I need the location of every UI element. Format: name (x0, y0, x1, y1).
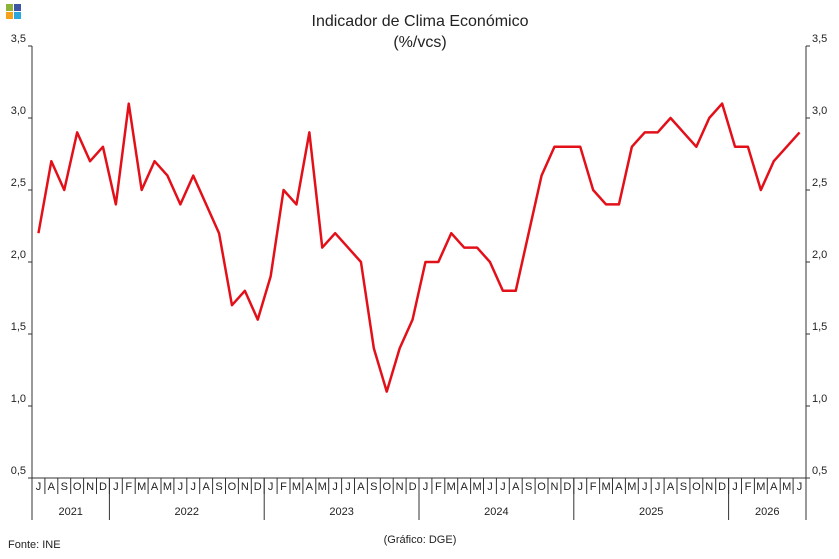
y-tick-label: 2,5 (11, 177, 26, 189)
y2-tick-label: 0,5 (812, 465, 827, 477)
x-tick-label: S (370, 481, 377, 493)
x-tick-label: J (732, 481, 738, 493)
x-tick-label: M (318, 481, 327, 493)
x-tick-label: M (137, 481, 146, 493)
x-tick-label: F (745, 481, 752, 493)
x-tick-label: A (512, 481, 520, 493)
x-tick-label: A (770, 481, 778, 493)
x-tick-label: D (409, 481, 417, 493)
logo (6, 4, 21, 19)
x-tick-label: F (280, 481, 287, 493)
y-tick-label: 1,5 (11, 321, 26, 333)
x-tick-label: F (590, 481, 597, 493)
x-tick-label: F (435, 481, 442, 493)
x-tick-label: J (178, 481, 184, 493)
year-label: 2021 (58, 506, 82, 518)
year-label: 2024 (484, 506, 508, 518)
x-tick-label: A (460, 481, 468, 493)
y-tick-label: 0,5 (11, 465, 26, 477)
x-tick-label: M (447, 481, 456, 493)
x-tick-label: F (125, 481, 132, 493)
x-tick-label: O (73, 481, 82, 493)
x-tick-label: D (99, 481, 107, 493)
year-label: 2023 (329, 506, 353, 518)
x-tick-label: M (472, 481, 481, 493)
x-tick-label: M (756, 481, 765, 493)
x-tick-label: J (578, 481, 584, 493)
x-tick-label: M (782, 481, 791, 493)
y-tick-label: 2,0 (11, 249, 26, 261)
x-tick-label: J (642, 481, 648, 493)
x-tick-label: N (550, 481, 558, 493)
y2-tick-label: 2,0 (812, 249, 827, 261)
credit: (Gráfico: DGE) (384, 534, 457, 546)
x-tick-label: J (345, 481, 351, 493)
y-tick-label: 3,0 (11, 105, 26, 117)
x-tick-label: J (332, 481, 338, 493)
x-tick-label: S (525, 481, 532, 493)
x-tick-label: A (357, 481, 365, 493)
x-tick-label: J (423, 481, 429, 493)
x-tick-label: A (151, 481, 159, 493)
y2-tick-label: 3,0 (812, 105, 827, 117)
x-tick-label: J (487, 481, 493, 493)
x-tick-label: M (601, 481, 610, 493)
x-tick-label: O (228, 481, 237, 493)
year-label: 2022 (175, 506, 199, 518)
x-tick-label: O (537, 481, 546, 493)
y-tick-label: 3,5 (11, 33, 26, 45)
x-tick-label: O (382, 481, 391, 493)
x-tick-label: D (254, 481, 262, 493)
x-tick-label: N (241, 481, 249, 493)
x-tick-label: J (36, 481, 42, 493)
year-label: 2025 (639, 506, 663, 518)
x-tick-label: M (292, 481, 301, 493)
y2-tick-label: 1,0 (812, 393, 827, 405)
chart-subtitle: (%/vcs) (393, 34, 446, 51)
chart-title: Indicador de Clima Económico (312, 13, 529, 30)
x-tick-label: A (48, 481, 56, 493)
x-tick-label: A (667, 481, 675, 493)
data-line (37, 102, 801, 393)
x-tick-label: D (718, 481, 726, 493)
x-tick-label: S (61, 481, 68, 493)
x-tick-label: J (113, 481, 119, 493)
y-tick-label: 1,0 (11, 393, 26, 405)
x-tick-label: O (692, 481, 701, 493)
x-tick-label: N (86, 481, 94, 493)
x-tick-label: N (396, 481, 404, 493)
x-tick-label: D (563, 481, 571, 493)
x-tick-label: S (215, 481, 222, 493)
x-tick-label: J (500, 481, 506, 493)
x-tick-label: J (268, 481, 274, 493)
x-tick-label: M (627, 481, 636, 493)
y2-tick-label: 3,5 (812, 33, 827, 45)
x-tick-label: M (163, 481, 172, 493)
x-tick-label: A (615, 481, 623, 493)
x-tick-label: N (705, 481, 713, 493)
year-label: 2026 (755, 506, 779, 518)
y2-tick-label: 1,5 (812, 321, 827, 333)
x-tick-label: A (202, 481, 210, 493)
x-tick-label: J (655, 481, 661, 493)
y2-tick-label: 2,5 (812, 177, 827, 189)
x-tick-label: J (191, 481, 197, 493)
x-tick-label: S (680, 481, 687, 493)
x-tick-label: J (797, 481, 803, 493)
x-tick-label: A (306, 481, 314, 493)
source: Fonte: INE (8, 539, 61, 551)
